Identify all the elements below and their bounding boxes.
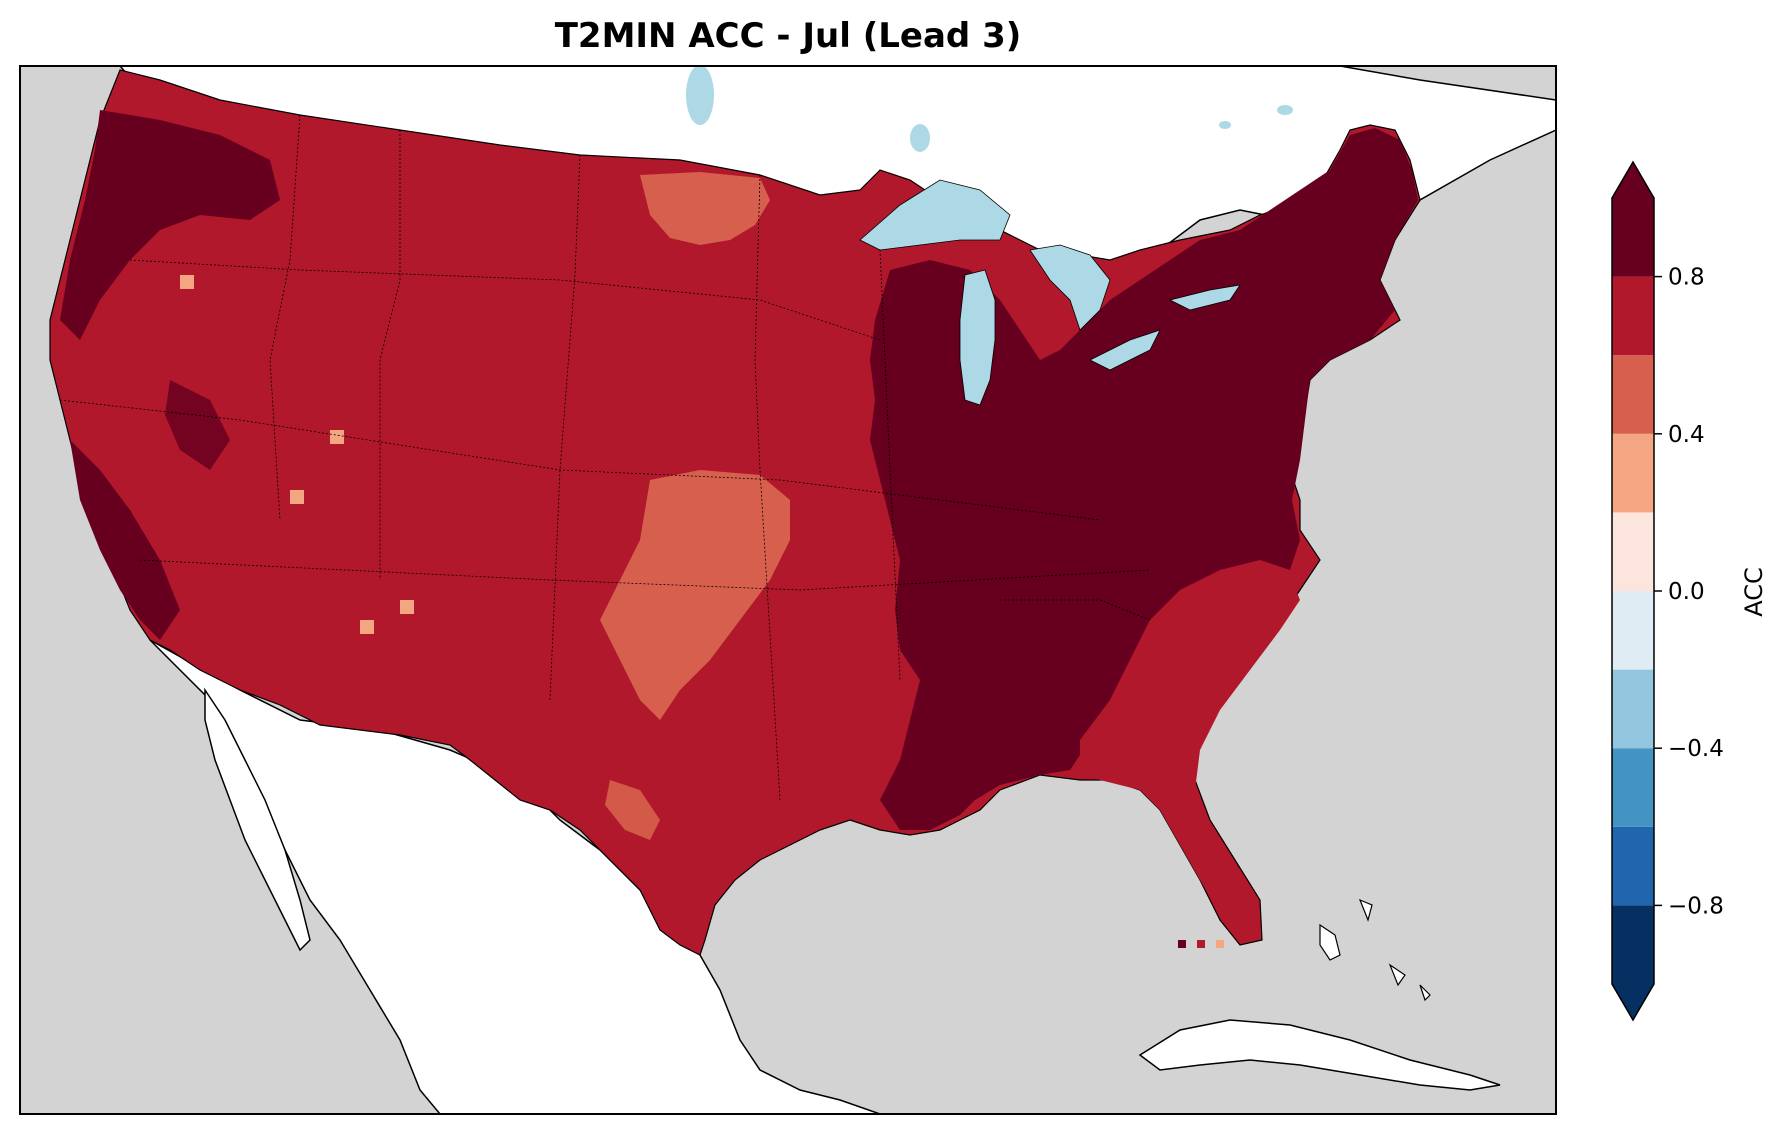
east-acc-high <box>870 128 1418 830</box>
baja-california <box>204 687 311 952</box>
colorbar-tick-label-1: 0.4 <box>1668 422 1705 448</box>
colorbar-bin-3 <box>1612 669 1654 749</box>
colorbar-bin-9 <box>1612 198 1654 277</box>
lake-michigan <box>959 269 996 406</box>
california-acc-high <box>70 440 180 640</box>
south-texas-acc <box>605 780 660 840</box>
arizona-acc-high <box>165 380 230 470</box>
colorbar-bin-6 <box>1612 433 1654 513</box>
lake-erie <box>1089 329 1161 371</box>
lake-huron <box>1029 244 1111 331</box>
colorbar-bin-0 <box>1612 905 1654 984</box>
colorbar-bin-5 <box>1612 512 1654 591</box>
northern-plains-acc <box>640 172 770 245</box>
map-title: T2MIN ACC - Jul (Lead 3) <box>554 16 1022 56</box>
northwest-acc-high <box>60 110 280 340</box>
great-lakes <box>859 179 1241 406</box>
colorbar-tick-label-3: −0.4 <box>1668 736 1724 762</box>
colorbar-bin-7 <box>1612 355 1654 434</box>
colorbar-extend-min <box>1612 984 1654 1020</box>
colorbar-tick-label-0: 0.8 <box>1668 265 1705 291</box>
colorbar-bin-4 <box>1612 591 1654 670</box>
canada-lakes <box>686 66 1293 152</box>
rockies-light-patches <box>180 275 414 634</box>
southeast-acc <box>1080 575 1300 940</box>
southern-plains-acc <box>600 470 790 720</box>
colorbar-extend-max <box>1612 162 1654 198</box>
colorbar-bin-1 <box>1612 826 1654 906</box>
cuba <box>1138 1019 1501 1091</box>
map-frame <box>19 65 1557 1115</box>
florida-tip-squares <box>1178 940 1224 948</box>
colorbar-bin-8 <box>1612 276 1654 356</box>
colorbar-tick-label-2: 0.0 <box>1668 579 1705 605</box>
colorbar-bin-2 <box>1612 748 1654 827</box>
colorbar-label: ACC <box>1740 567 1768 617</box>
bahamas <box>1319 898 1431 1002</box>
lake-superior <box>859 179 1011 251</box>
colorbar-outline <box>1611 160 1655 1022</box>
lake-ontario <box>1168 284 1241 311</box>
state-borders <box>59 114 1151 801</box>
colorbar-tick-label-4: −0.8 <box>1668 893 1724 919</box>
